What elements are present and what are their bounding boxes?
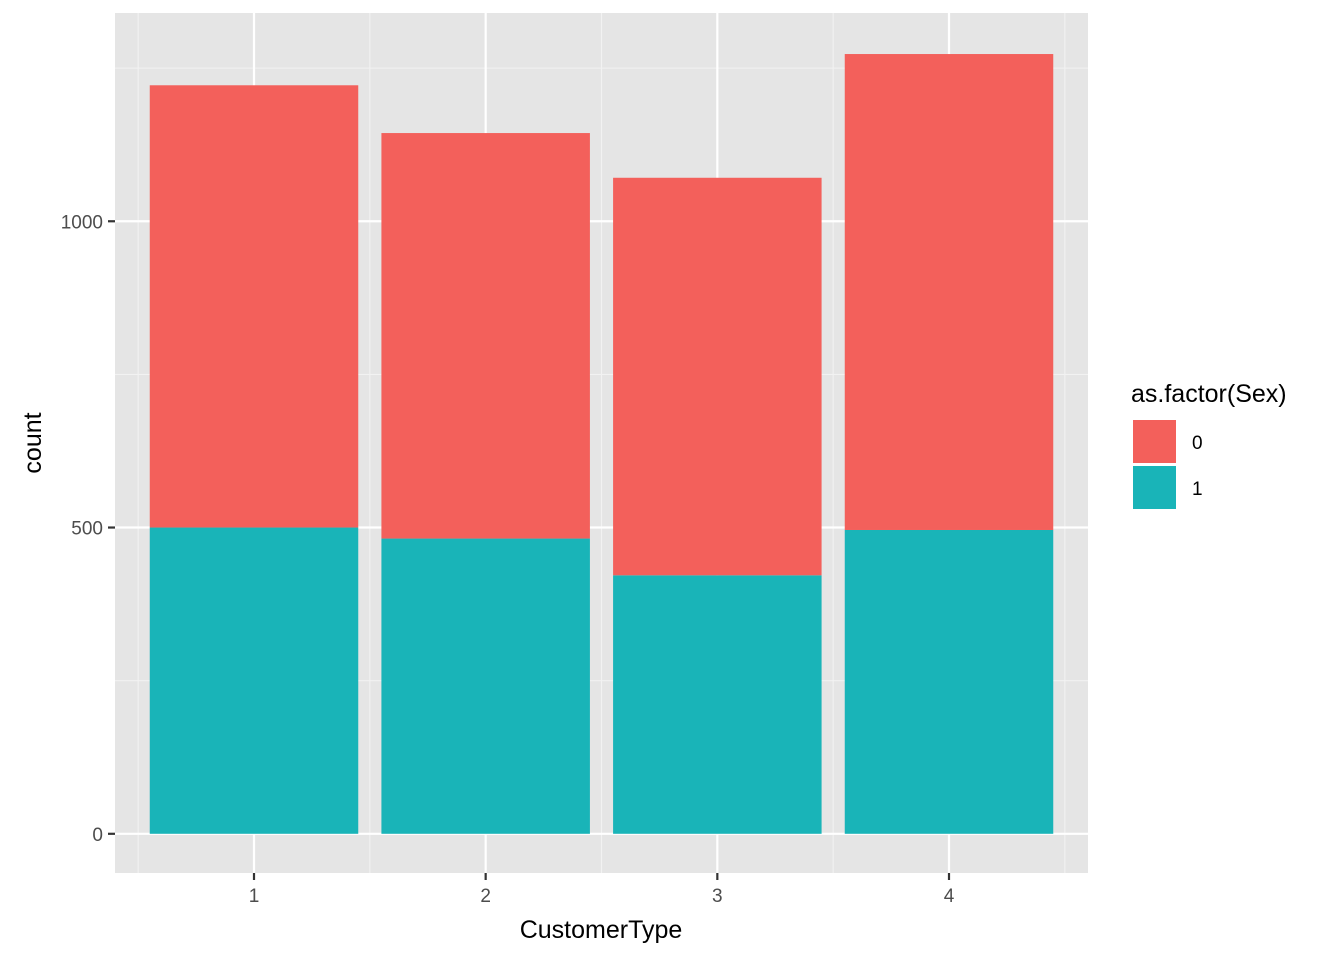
bar-3-series-0 [613,177,822,576]
bar-1-series-1 [149,527,359,834]
bar-2-series-0 [381,133,590,539]
x-axis: 1 2 3 4 [249,873,955,907]
legend-title: as.factor(Sex) [1131,380,1287,408]
x-tick-label: 3 [712,886,723,907]
bar-2-series-1 [381,538,590,834]
bar-3-series-1 [613,575,822,834]
legend-key-0 [1133,420,1176,463]
bars [149,54,1054,834]
bar-1-series-0 [149,85,359,528]
bar-4-series-1 [844,529,1054,834]
legend-label-1: 1 [1192,479,1203,500]
x-axis-title: CustomerType [520,916,683,944]
legend-label-0: 0 [1192,433,1203,454]
y-axis: 0 500 1000 [61,212,115,846]
y-axis-title: count [19,412,47,473]
bar-4-series-0 [844,54,1054,530]
x-tick-label: 1 [249,886,260,907]
y-tick-label: 500 [71,519,103,540]
legend: as.factor(Sex) 0 1 [1131,380,1287,509]
x-tick-label: 4 [944,886,955,907]
y-tick-label: 0 [92,825,103,846]
legend-key-1 [1133,466,1176,509]
x-tick-label: 2 [480,886,491,907]
y-tick-label: 1000 [61,212,103,233]
